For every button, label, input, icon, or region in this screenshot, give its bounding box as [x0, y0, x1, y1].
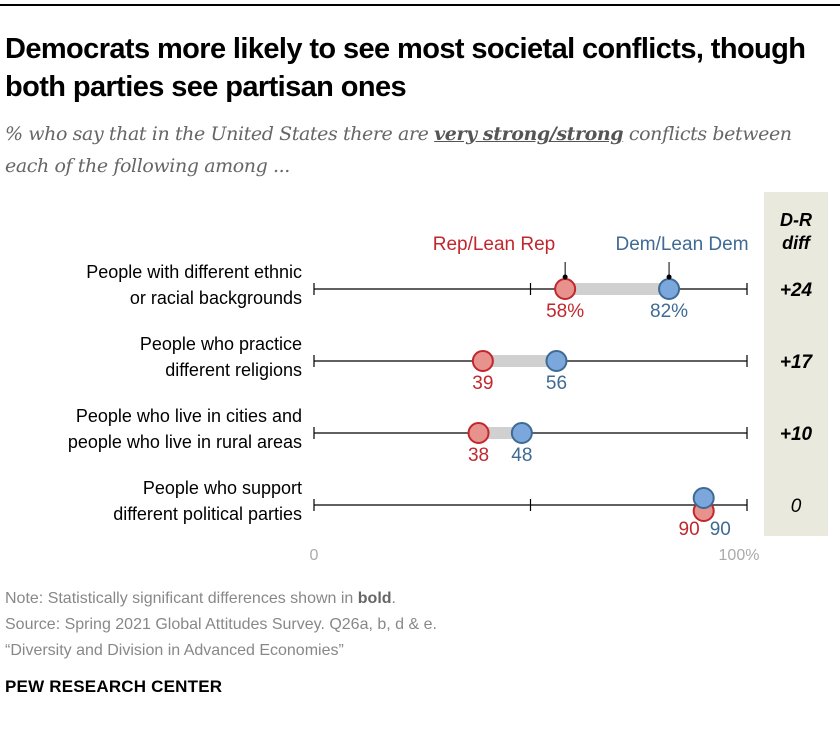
dem-value-label: 48	[511, 445, 532, 466]
rep-value-label: 38	[468, 445, 489, 466]
chart-subtitle: % who say that in the United States ther…	[5, 118, 835, 182]
diff-value: +10	[780, 424, 813, 445]
source-line: Source: Spring 2021 Global Attitudes Sur…	[5, 616, 437, 633]
legend-dem: Dem/Lean Dem	[615, 234, 748, 255]
dem-dot	[658, 278, 681, 300]
range-bar	[565, 283, 670, 295]
rep-dot	[467, 422, 490, 444]
x-tick-label: 100%	[719, 547, 760, 564]
rep-value-label: 39	[472, 373, 493, 394]
row-label-line: different political parties	[113, 504, 302, 524]
row-label: People who live in cities and people who …	[2, 403, 302, 455]
row-label-line: People who support	[142, 478, 302, 498]
dem-value-label: 82%	[650, 301, 688, 322]
note-bold: bold	[357, 590, 392, 607]
x-tick-label: 0	[310, 547, 319, 564]
row-label-line: People with different ethnic	[86, 262, 302, 282]
row-label-line: different religions	[165, 360, 302, 380]
diff-header: diff	[782, 233, 812, 253]
row-label-line: people who live in rural areas	[67, 432, 302, 452]
subtitle-text: % who say that in the United States ther…	[5, 123, 435, 145]
legend-leader-dot	[562, 274, 568, 280]
report-line: “Diversity and Division in Advanced Econ…	[5, 642, 344, 659]
rep-value-label: 58%	[546, 301, 584, 322]
dem-value-label: 90	[710, 519, 731, 540]
row-label: People with different ethnic or racial ba…	[2, 259, 302, 311]
legend-rep: Rep/Lean Rep	[433, 234, 556, 255]
diff-value: 0	[791, 496, 802, 517]
dem-value-label: 56	[546, 373, 567, 394]
rep-dot	[554, 278, 577, 300]
row-label: People who support different political pa…	[2, 475, 302, 527]
rep-value-label: 90	[679, 519, 700, 540]
legend-leader-dot	[666, 274, 672, 280]
range-bar	[482, 355, 557, 367]
row-label: People who practice different religions	[2, 331, 302, 383]
diff-value: +24	[780, 280, 813, 301]
row-label-line: or racial backgrounds	[129, 288, 302, 308]
top-rule	[0, 4, 840, 6]
diff-value: +17	[780, 352, 814, 373]
subtitle-emphasis: very strong/strong	[434, 123, 624, 145]
diff-header: D-R	[780, 210, 812, 230]
pew-logo-text: PEW RESEARCH CENTER	[5, 677, 223, 696]
rep-dot	[471, 350, 494, 372]
notes: Note: Statistically significant differen…	[5, 586, 437, 664]
subtitle-text-end: conflicts between each of the following …	[5, 123, 792, 177]
row-label-line: People who live in cities and	[75, 406, 302, 426]
dem-dot	[510, 422, 533, 444]
dem-dot	[692, 487, 715, 509]
note-end: .	[391, 590, 396, 607]
row-label-line: People who practice	[139, 334, 302, 354]
chart-title: Democrats more likely to see most societ…	[5, 33, 806, 103]
range-bar	[478, 427, 522, 439]
diff-column-background	[764, 192, 828, 536]
note-line: Note: Statistically significant differen…	[5, 586, 437, 612]
dem-dot	[545, 350, 568, 372]
note-text: Note: Statistically significant differen…	[5, 590, 358, 607]
